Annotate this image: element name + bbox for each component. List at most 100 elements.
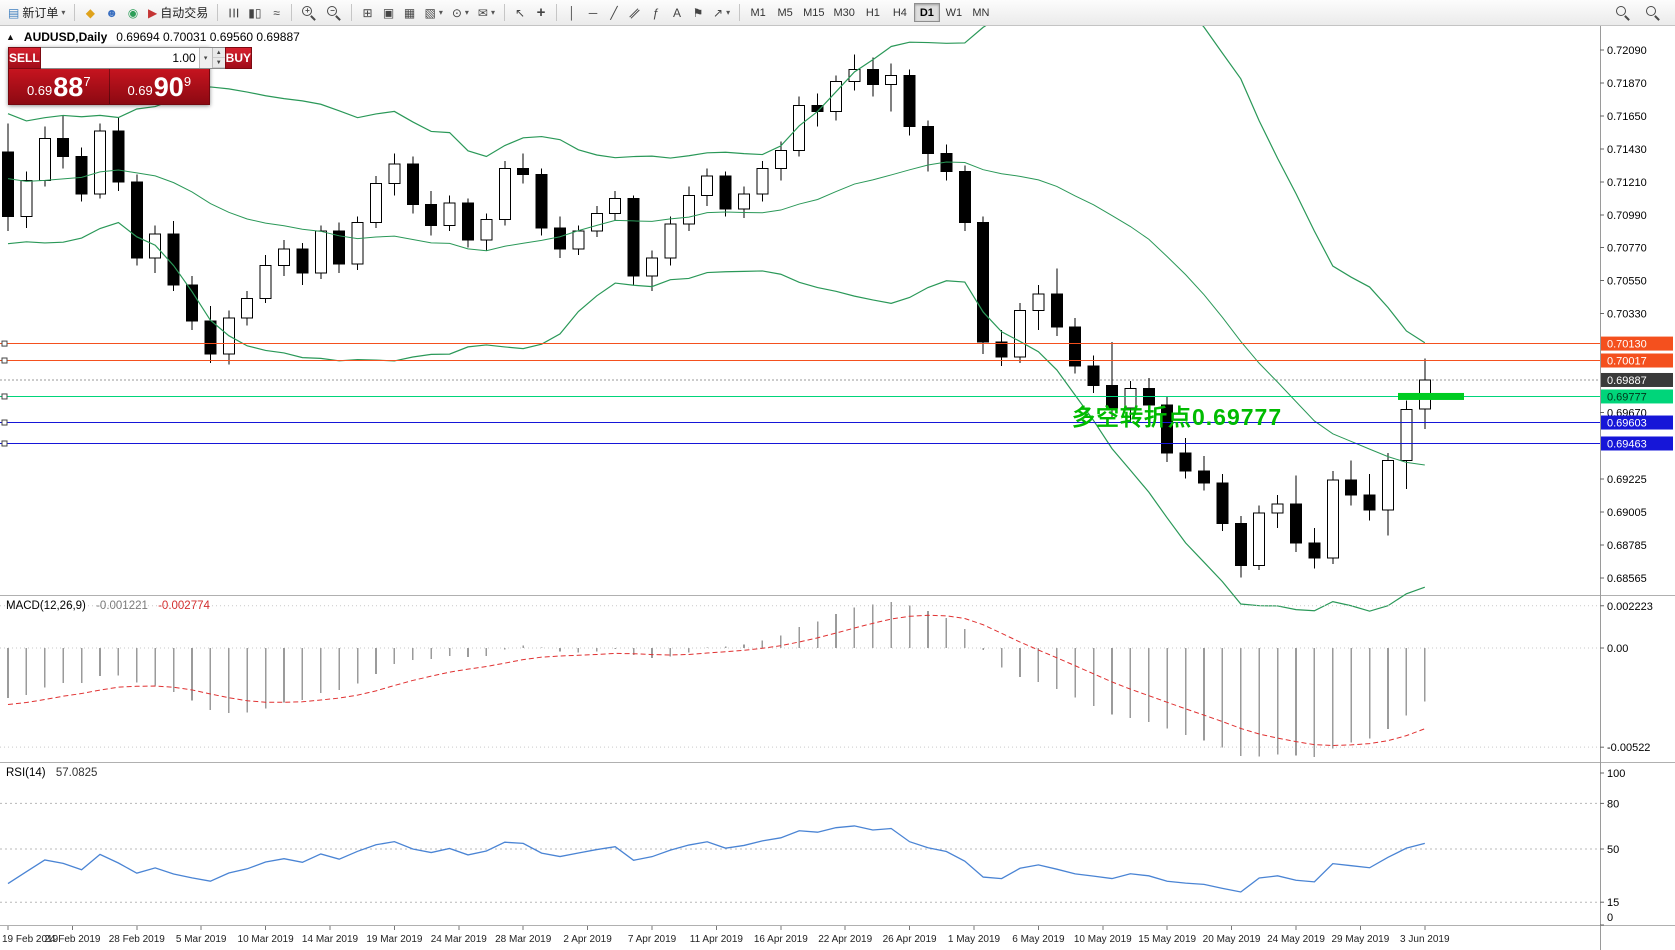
- price-badge-label: 0.69603: [1607, 418, 1647, 430]
- line-handle[interactable]: [1, 357, 8, 364]
- time-axis[interactable]: [0, 926, 1600, 950]
- volume-stepper: ▾ ▲ ▼: [40, 47, 225, 69]
- channel-icon[interactable]: ∥: [625, 3, 645, 23]
- price-axis-label: 0.68785: [1607, 540, 1647, 552]
- macd-indicator-label: MACD(12,26,9) -0.001221 -0.002774: [6, 600, 210, 612]
- date-label: 6 May 2019: [1012, 934, 1065, 945]
- rsi-value: 57.0825: [55, 767, 98, 779]
- search-icon[interactable]: [1611, 3, 1635, 23]
- price-axis-label: 0.70770: [1607, 243, 1647, 255]
- last-price-badge-label: 0.69887: [1607, 375, 1647, 387]
- profile-icon: ☻: [105, 5, 119, 20]
- community-icon[interactable]: ◉: [123, 3, 143, 23]
- price-badge: [1601, 353, 1673, 368]
- arrange-icons-icon[interactable]: ▦: [399, 3, 419, 23]
- line-chart-icon[interactable]: ≈: [266, 3, 286, 23]
- price-axis[interactable]: [1600, 26, 1675, 950]
- profiles-button: ⊙: [451, 5, 462, 20]
- sell-price-pip: 7: [83, 74, 91, 89]
- arrows-button[interactable]: ↗ ▾: [709, 3, 734, 23]
- line-handle[interactable]: [1, 440, 8, 447]
- toolbar-separator: [351, 4, 353, 21]
- buy-price-button[interactable]: 0.69 90 9: [108, 69, 210, 104]
- cursor-icon[interactable]: ↖: [510, 3, 530, 23]
- date-label: 29 May 2019: [1331, 934, 1389, 945]
- macd-axis-label: 0.002223: [1607, 601, 1653, 613]
- chart-ohlc-values: 0.69694 0.70031 0.69560 0.69887: [116, 30, 300, 44]
- date-label: 20 May 2019: [1203, 934, 1261, 945]
- tile-windows-icon: ⊞: [362, 5, 373, 20]
- autotrading-button[interactable]: ▶ 自动交易: [144, 3, 212, 23]
- market-icon[interactable]: ◆: [80, 3, 100, 23]
- date-label: 28 Mar 2019: [495, 934, 552, 945]
- bar-chart-icon[interactable]: ☰: [223, 3, 243, 23]
- fibonacci-icon[interactable]: ƒ: [646, 3, 666, 23]
- text-icon[interactable]: A: [667, 3, 687, 23]
- line-handle[interactable]: [1, 340, 8, 347]
- volume-input[interactable]: [40, 48, 199, 68]
- line-handle[interactable]: [1, 393, 8, 400]
- price-axis-label: 0.71430: [1607, 144, 1647, 156]
- chart-symbol-label: AUDUSD,Daily: [23, 30, 108, 44]
- buy-button[interactable]: BUY: [224, 47, 253, 69]
- line-handle[interactable]: [1, 419, 8, 426]
- timeframe-M5[interactable]: M5: [777, 6, 793, 19]
- new-order-button[interactable]: ▤ 新订单 ▾: [4, 3, 69, 23]
- toolbar-separator: [217, 4, 219, 21]
- volume-increase-icon[interactable]: ▲: [212, 48, 225, 58]
- buy-price-pip: 9: [183, 74, 192, 89]
- price-badge-label: 0.70017: [1607, 356, 1647, 368]
- date-label: 19 Mar 2019: [366, 934, 423, 945]
- pivot-trendline-segment[interactable]: [1398, 392, 1464, 400]
- horizontal-line-icon: ─: [588, 5, 598, 20]
- timeframe-H4[interactable]: H4: [892, 6, 907, 19]
- timeframe-H1[interactable]: H1: [865, 6, 880, 19]
- sell-price-prefix: 0.69: [26, 83, 53, 98]
- timeframe-W1[interactable]: W1: [945, 6, 963, 19]
- profile-icon[interactable]: ☻: [101, 3, 122, 23]
- tile-windows-icon[interactable]: ⊞: [357, 3, 377, 23]
- find-symbol-icon[interactable]: [1641, 3, 1665, 23]
- volume-dropdown-icon[interactable]: ▾: [198, 48, 212, 68]
- zoom-in-icon[interactable]: +: [297, 3, 321, 23]
- price-badge-label: 0.69777: [1607, 391, 1647, 403]
- sell-price-button[interactable]: 0.69 88 7: [9, 69, 109, 104]
- rsi-axis-label: 100: [1607, 768, 1625, 780]
- one-click-trading-panel: SELL ▾ ▲ ▼ BUY 0.69 88 7 0: [8, 47, 253, 105]
- macd-main-value: -0.001221: [96, 600, 148, 612]
- date-label: 7 Apr 2019: [628, 934, 677, 945]
- buy-price-prefix: 0.69: [127, 83, 153, 98]
- zoom-out-icon[interactable]: −: [322, 3, 346, 23]
- timeframe-M30[interactable]: M30: [833, 6, 855, 19]
- timeframe-D1[interactable]: D1: [913, 3, 940, 22]
- new-chart-button[interactable]: ▧ ▾: [420, 3, 446, 23]
- pivot-annotation-text[interactable]: 多空转折点0.69777: [1072, 404, 1283, 430]
- dropdown-caret-icon: ▾: [61, 8, 66, 17]
- vertical-line-icon[interactable]: │: [562, 3, 582, 23]
- crosshair-icon[interactable]: +: [531, 3, 551, 23]
- rsi-name: RSI(14): [6, 767, 46, 779]
- arrows-button: ↗: [713, 5, 724, 20]
- timeframe-M1[interactable]: M1: [750, 6, 766, 19]
- cascade-windows-icon[interactable]: ▣: [378, 3, 398, 23]
- date-label: 24 May 2019: [1267, 934, 1325, 945]
- autotrading-button-label: 自动交易: [160, 6, 209, 20]
- date-label: 16 Apr 2019: [754, 934, 808, 945]
- one-click-collapse-icon[interactable]: ▲: [6, 32, 15, 42]
- chart-canvas[interactable]: 0.72090 0.71870 0.71650 0.71430 0.71210 0.709…: [0, 26, 1675, 950]
- chart-workspace: 0.72090 0.71870 0.71650 0.71430 0.71210 0.709…: [0, 26, 1675, 950]
- trendline-icon[interactable]: ╱: [604, 3, 624, 23]
- profiles-button[interactable]: ⊙ ▾: [448, 3, 473, 23]
- label-icon[interactable]: ⚑: [688, 3, 708, 23]
- timeframe-MN[interactable]: MN: [972, 6, 990, 19]
- volume-decrease-icon[interactable]: ▼: [212, 58, 225, 68]
- templates-button[interactable]: ✉ ▾: [474, 3, 499, 23]
- candlestick-chart-icon[interactable]: ▮▯: [244, 3, 265, 23]
- sell-button[interactable]: SELL: [8, 47, 41, 69]
- timeframe-M15[interactable]: M15: [803, 6, 825, 19]
- date-label: 1 May 2019: [948, 934, 1001, 945]
- macd-signal-value: -0.002774: [158, 600, 210, 612]
- horizontal-line-icon[interactable]: ─: [583, 3, 603, 23]
- sell-price-big: 88: [53, 72, 84, 103]
- channel-icon: ∥: [627, 5, 643, 20]
